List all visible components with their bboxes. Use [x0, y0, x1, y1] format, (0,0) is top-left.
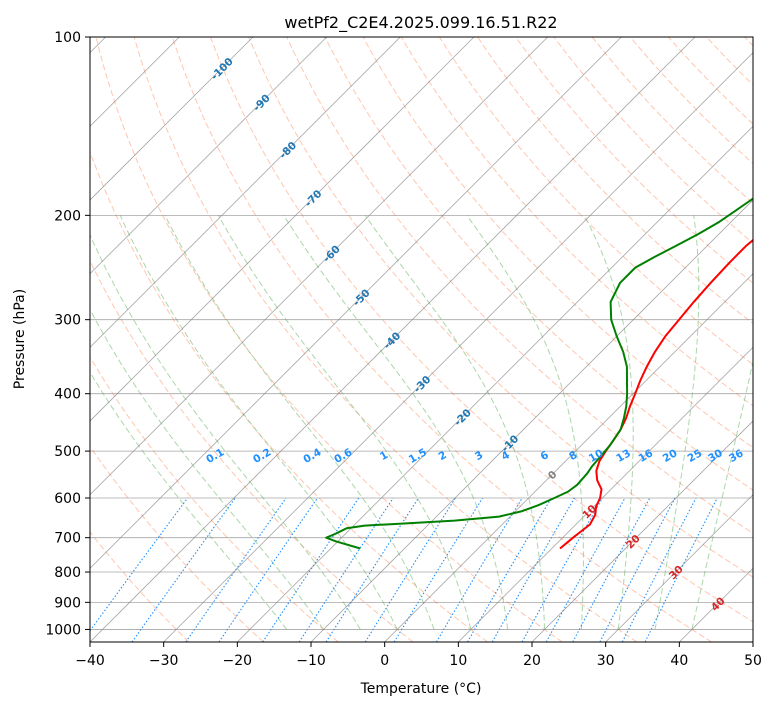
moist-adiabat-line — [164, 215, 435, 630]
y-tick-label: 700 — [54, 531, 81, 547]
dry-adiabat-line — [400, 37, 753, 407]
mixing-ratio-line — [262, 497, 360, 642]
isotherm-line — [310, 199, 753, 642]
isotherm-line — [163, 52, 753, 642]
isotherm-line — [384, 273, 753, 642]
plot-frame — [89, 36, 754, 643]
mixing-ratio-line — [393, 497, 483, 642]
dry-adiabat-line — [210, 37, 753, 623]
dry-adiabat-line — [553, 37, 753, 244]
y-tick-label: 800 — [54, 565, 81, 581]
dry-adiabat-line — [438, 37, 753, 365]
moist-adiabat-line — [217, 215, 472, 630]
x-tick-label: 20 — [523, 653, 541, 669]
x-axis: −40 −30 −20 −10 0 10 20 30 40 50 — [75, 642, 762, 669]
isotherm-line — [90, 37, 401, 348]
chart-title: wetPf2_C2E4.2025.099.16.51.R22 — [284, 13, 557, 33]
mixing-ratio-line — [599, 497, 676, 642]
mixing-ratio-line — [364, 497, 456, 642]
y-tick-label: 500 — [54, 444, 81, 460]
x-tick-label: 30 — [597, 653, 615, 669]
dry-adiabat-line — [515, 37, 753, 284]
x-tick-label: −30 — [149, 653, 179, 669]
dry-adiabat-line — [90, 150, 488, 642]
mixing-ratio-line — [621, 497, 697, 642]
isotherm-line — [531, 420, 753, 642]
isotherm-line — [605, 494, 753, 642]
y-axis-label: Pressure (hPa) — [12, 289, 28, 389]
mixing-ratio-line — [90, 497, 189, 632]
x-tick-label: −40 — [75, 653, 105, 669]
mixing-ratio-line — [572, 497, 651, 642]
isotherm-line — [90, 37, 254, 201]
x-tick-label: 0 — [380, 653, 389, 669]
mixing-ratio-line — [467, 497, 552, 642]
y-tick-label: 900 — [54, 595, 81, 611]
dry-adiabat-line — [286, 37, 753, 534]
background-lines — [90, 37, 753, 642]
y-tick-label: 400 — [54, 387, 81, 403]
dewpoint-line — [325, 197, 753, 550]
moist-adiabat-line — [691, 358, 753, 630]
y-tick-label: 200 — [54, 208, 81, 224]
dry-adiabat-line — [133, 37, 638, 642]
moist-adiabat-line — [90, 371, 288, 630]
y-axis: 100 200 300 400 500 600 700 800 900 1000 — [45, 30, 90, 638]
x-tick-label: 50 — [744, 653, 762, 669]
mixing-ratio-line — [325, 497, 419, 642]
dry-adiabat-line — [248, 37, 753, 578]
mixing-ratio-line — [298, 497, 394, 642]
dry-adiabat-line — [477, 37, 753, 325]
dry-adiabat-line — [324, 37, 753, 491]
isotherm-line — [90, 37, 622, 569]
temperature-line — [559, 238, 753, 550]
y-tick-label: 600 — [54, 491, 81, 507]
moist-adiabat-line — [364, 215, 546, 630]
y-tick-label: 1000 — [45, 622, 81, 638]
x-tick-label: 40 — [670, 653, 688, 669]
moist-adiabat-line — [654, 215, 700, 630]
dry-adiabat-line — [95, 37, 563, 642]
y-tick-label: 100 — [54, 30, 81, 46]
moist-adiabat-line — [583, 215, 634, 630]
dry-adiabat-line — [90, 356, 339, 642]
x-tick-label: 10 — [449, 653, 467, 669]
dry-adiabat-line — [591, 37, 753, 204]
isotherm-line — [90, 37, 475, 422]
mixing-ratio-line — [644, 497, 718, 642]
dry-adiabat-line — [90, 531, 190, 642]
mixing-ratio-line — [218, 497, 318, 642]
y-tick-label: 300 — [54, 313, 81, 329]
profile-lines — [325, 197, 753, 550]
isotherm-line — [90, 37, 548, 496]
mixing-ratio-line — [435, 497, 523, 642]
mixing-ratio-line — [491, 497, 575, 642]
x-tick-label: −10 — [296, 653, 326, 669]
x-axis-label: Temperature (°C) — [360, 681, 482, 697]
mixing-ratio-line — [545, 497, 626, 642]
x-tick-label: −20 — [223, 653, 253, 669]
dry-adiabat-line — [629, 37, 753, 165]
dry-adiabat-line — [90, 259, 414, 642]
isotherm-line — [90, 37, 696, 642]
isotherm-line — [90, 37, 327, 275]
isotherm-line — [458, 346, 753, 642]
